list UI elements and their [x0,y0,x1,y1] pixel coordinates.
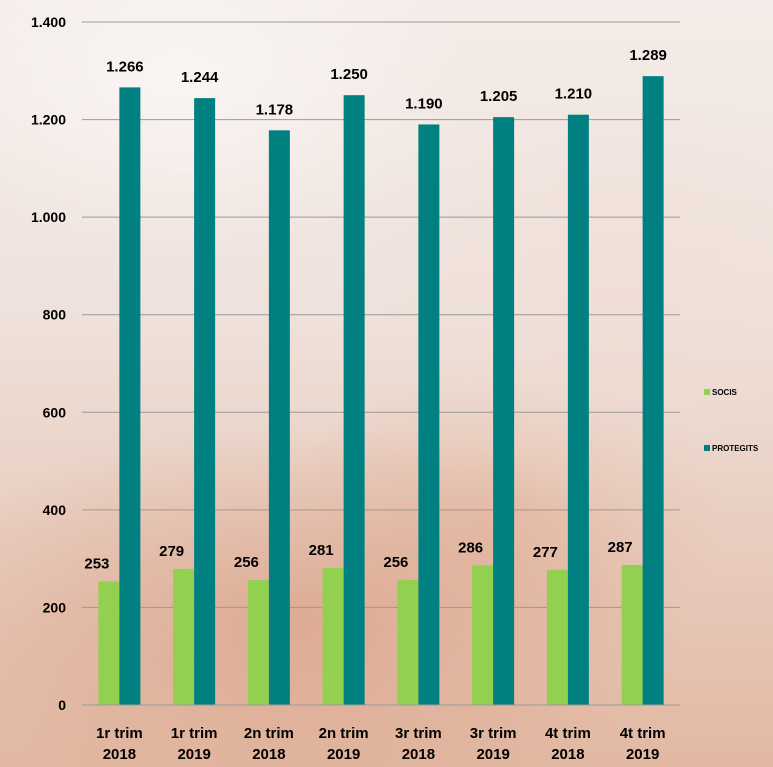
bar-socis [621,564,643,705]
bar-socis [397,580,419,705]
data-label-protegits: 1.178 [256,101,294,118]
data-label-socis: 256 [234,554,259,571]
y-tick-label: 200 [43,599,67,615]
y-axis: 0 200 400 600 800 1.000 1.200 1.400 [31,14,66,713]
bar-protegits [567,114,589,705]
y-tick-label: 1.200 [31,112,66,128]
x-tick-label: 2n trim 2018 [244,725,294,763]
data-labels: 253 279 256 281 256 286 277 287 1.266 1.244 1.178 1… [84,47,667,572]
x-tick-label: 1r trim 2018 [96,725,143,763]
data-label-socis: 287 [608,539,633,556]
data-label-socis: 286 [458,539,483,556]
y-tick-label: 1.400 [31,14,66,30]
legend-label-protegits: PROTEGITS [712,444,759,453]
bar-protegits [493,117,515,705]
data-label-protegits: 1.190 [405,95,443,112]
bar-socis [98,581,120,705]
data-label-socis: 281 [309,542,334,559]
data-label-protegits: 1.289 [629,47,667,64]
data-label-socis: 256 [383,554,408,571]
data-label-protegits: 1.250 [330,66,368,83]
data-label-protegits: 1.266 [106,58,144,75]
y-tick-label: 1.000 [31,209,66,225]
x-tick-label: 2n trim 2019 [319,725,369,763]
x-tick-label: 3r trim 2019 [470,725,517,763]
data-label-protegits: 1.210 [555,86,593,103]
x-tick-label: 1r trim 2019 [171,725,218,763]
bar-protegits [119,87,141,705]
bars [98,76,664,705]
data-label-socis: 253 [84,556,109,573]
data-label-socis: 279 [159,543,184,560]
y-tick-label: 400 [43,502,67,518]
legend-swatch-socis [704,389,710,395]
bar-socis [173,568,195,705]
y-tick-label: 600 [43,404,67,420]
data-label-socis: 277 [533,544,558,561]
bar-protegits [268,130,290,705]
y-tick-label: 0 [58,697,66,713]
bar-protegits [642,76,664,705]
bar-socis [546,569,568,705]
bar-socis [322,567,344,705]
bar-protegits [343,95,365,705]
x-tick-label: 4t trim 2018 [545,725,591,763]
data-label-protegits: 1.205 [480,88,518,105]
x-tick-label: 3r trim 2018 [395,725,442,763]
data-label-protegits: 1.244 [181,69,219,86]
legend-label-socis: SOCIS [712,388,738,397]
legend: SOCIS PROTEGITS [704,388,759,453]
bar-socis [247,580,269,705]
x-axis: 1r trim 2018 1r trim 2019 2n trim 2018 2n trim… [82,704,680,763]
y-tick-label: 800 [43,307,67,323]
legend-swatch-protegits [704,445,710,451]
x-tick-label: 4t trim 2019 [620,725,666,763]
gridlines [82,21,680,706]
bar-protegits [194,98,216,705]
bar-protegits [418,124,440,705]
bar-socis [472,565,494,705]
